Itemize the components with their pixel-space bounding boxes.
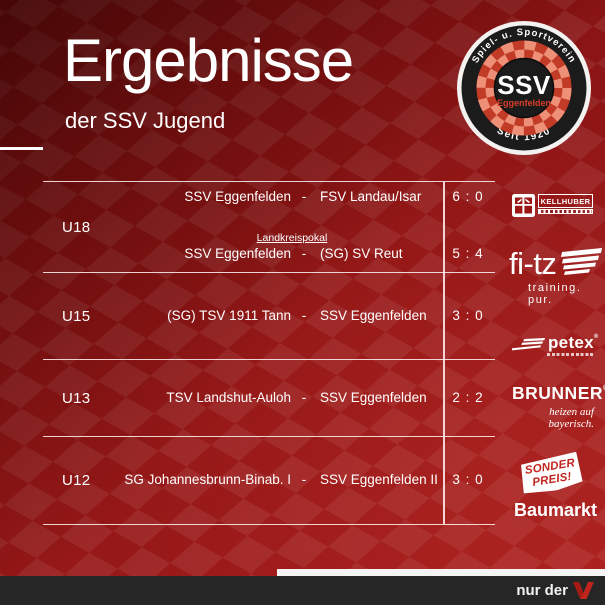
footer-accent-strip — [277, 569, 605, 576]
match-row: (SG) TSV 1911 Tann - SSV Eggenfelden 3 :… — [95, 308, 495, 325]
brunner-registered-mark: ® — [603, 385, 605, 392]
results-row-u15: U15 (SG) TSV 1911 Tann - SSV Eggenfelden… — [43, 272, 495, 359]
badge-checker-inner — [485, 49, 563, 127]
age-group-label: U13 — [62, 389, 91, 407]
badge-club-name: Eggenfelden — [497, 98, 551, 108]
brunner-wordmark: BRUNNER® — [512, 384, 605, 403]
match-row: SSV Eggenfelden - FSV Landau/Isar 6 : 0 — [95, 189, 495, 206]
away-team: (SG) SV Reut — [320, 246, 403, 262]
match-score: 5 : 4 — [452, 246, 484, 262]
baumarkt-wordmark: Baumarkt — [514, 500, 598, 520]
fitz-flag-icon — [561, 248, 603, 275]
vs-dash: - — [301, 307, 307, 323]
sponsor-petex: petex® — [512, 334, 599, 356]
away-team: FSV Landau/Isar — [320, 189, 422, 204]
petex-registered-mark: ® — [593, 334, 599, 340]
age-group-label: U15 — [62, 307, 91, 325]
sponsor-brunner: BRUNNER® heizen auf bayerisch. — [512, 384, 605, 430]
score-column-divider — [443, 182, 445, 524]
results-table: U18 SSV Eggenfelden - FSV Landau/Isar 6 … — [43, 181, 495, 525]
petex-swoosh-icon — [512, 338, 545, 351]
brunner-tagline: heizen auf bayerisch. — [548, 405, 594, 430]
match-row: SSV Eggenfelden - (SG) SV Reut 5 : 4 — [95, 246, 495, 263]
fitz-wordmark: fi-tz — [509, 246, 557, 281]
brunner-name-text: BRUNNER — [512, 383, 603, 403]
vs-dash: - — [301, 246, 307, 262]
petex-tagline-strip — [547, 353, 593, 356]
home-team: (SG) TSV 1911 Tann — [167, 307, 291, 323]
match-score: 3 : 0 — [452, 472, 484, 488]
sonderpreis-badge: SONDER PREIS! — [519, 452, 584, 496]
footer-bar: nur der — [0, 576, 605, 605]
badge-checker-outer — [476, 40, 572, 136]
sponsor-kellhuber: KELLHUBER — [512, 194, 593, 217]
home-team: SSV Eggenfelden — [184, 189, 291, 204]
match-score: 6 : 0 — [452, 189, 484, 204]
badge-initials: SSV — [497, 70, 551, 100]
sponsor-baumarkt: SONDER PREIS! Baumarkt — [514, 456, 598, 521]
petex-wordmark: petex® — [548, 334, 599, 351]
fitz-tagline: training. pur. — [528, 282, 582, 306]
kellhuber-wordmark: KELLHUBER — [538, 194, 593, 208]
kellhuber-icon — [512, 194, 535, 217]
vs-dash: - — [301, 389, 307, 405]
v-logo-icon — [573, 582, 594, 599]
away-team: SSV Eggenfelden — [320, 307, 427, 323]
age-group-label: U18 — [62, 218, 91, 236]
title-underline — [0, 147, 43, 150]
away-team: SSV Eggenfelden II — [320, 472, 438, 488]
vs-dash: - — [301, 472, 307, 488]
home-team: SSV Eggenfelden — [184, 246, 291, 262]
home-team: SG Johannesbrunn-Binab. I — [124, 472, 291, 488]
page-subtitle: der SSV Jugend — [65, 108, 226, 133]
footer-text: nur der — [516, 582, 568, 599]
match-block: Landkreispokal SSV Eggenfelden - (SG) SV… — [95, 232, 495, 263]
results-row-u12: U12 SG Johannesbrunn-Binab. I - SSV Egge… — [43, 436, 495, 524]
age-group-label: U12 — [62, 472, 91, 489]
home-team: TSV Landshut-Auloh — [166, 389, 291, 405]
away-team: SSV Eggenfelden — [320, 389, 427, 405]
competition-label: Landkreispokal — [256, 232, 328, 245]
kellhuber-checker-strip — [538, 208, 593, 214]
match-row: SG Johannesbrunn-Binab. I - SSV Eggenfel… — [95, 472, 495, 489]
petex-name-text: petex — [548, 333, 594, 352]
vs-dash: - — [301, 189, 307, 204]
match-score: 3 : 0 — [452, 307, 484, 323]
match-score: 2 : 2 — [452, 389, 484, 405]
results-row-u13: U13 TSV Landshut-Auloh - SSV Eggenfelden… — [43, 359, 495, 436]
sponsor-fitz: fi-tz training. pur. — [509, 248, 605, 306]
page-title: Ergebnisse — [63, 27, 354, 94]
club-badge-logo: Spiel- u. Sportverein Seit 1920 SSV Egge… — [457, 21, 591, 155]
match-row: TSV Landshut-Auloh - SSV Eggenfelden 2 :… — [95, 390, 495, 407]
results-row-u18: U18 SSV Eggenfelden - FSV Landau/Isar 6 … — [43, 182, 495, 272]
